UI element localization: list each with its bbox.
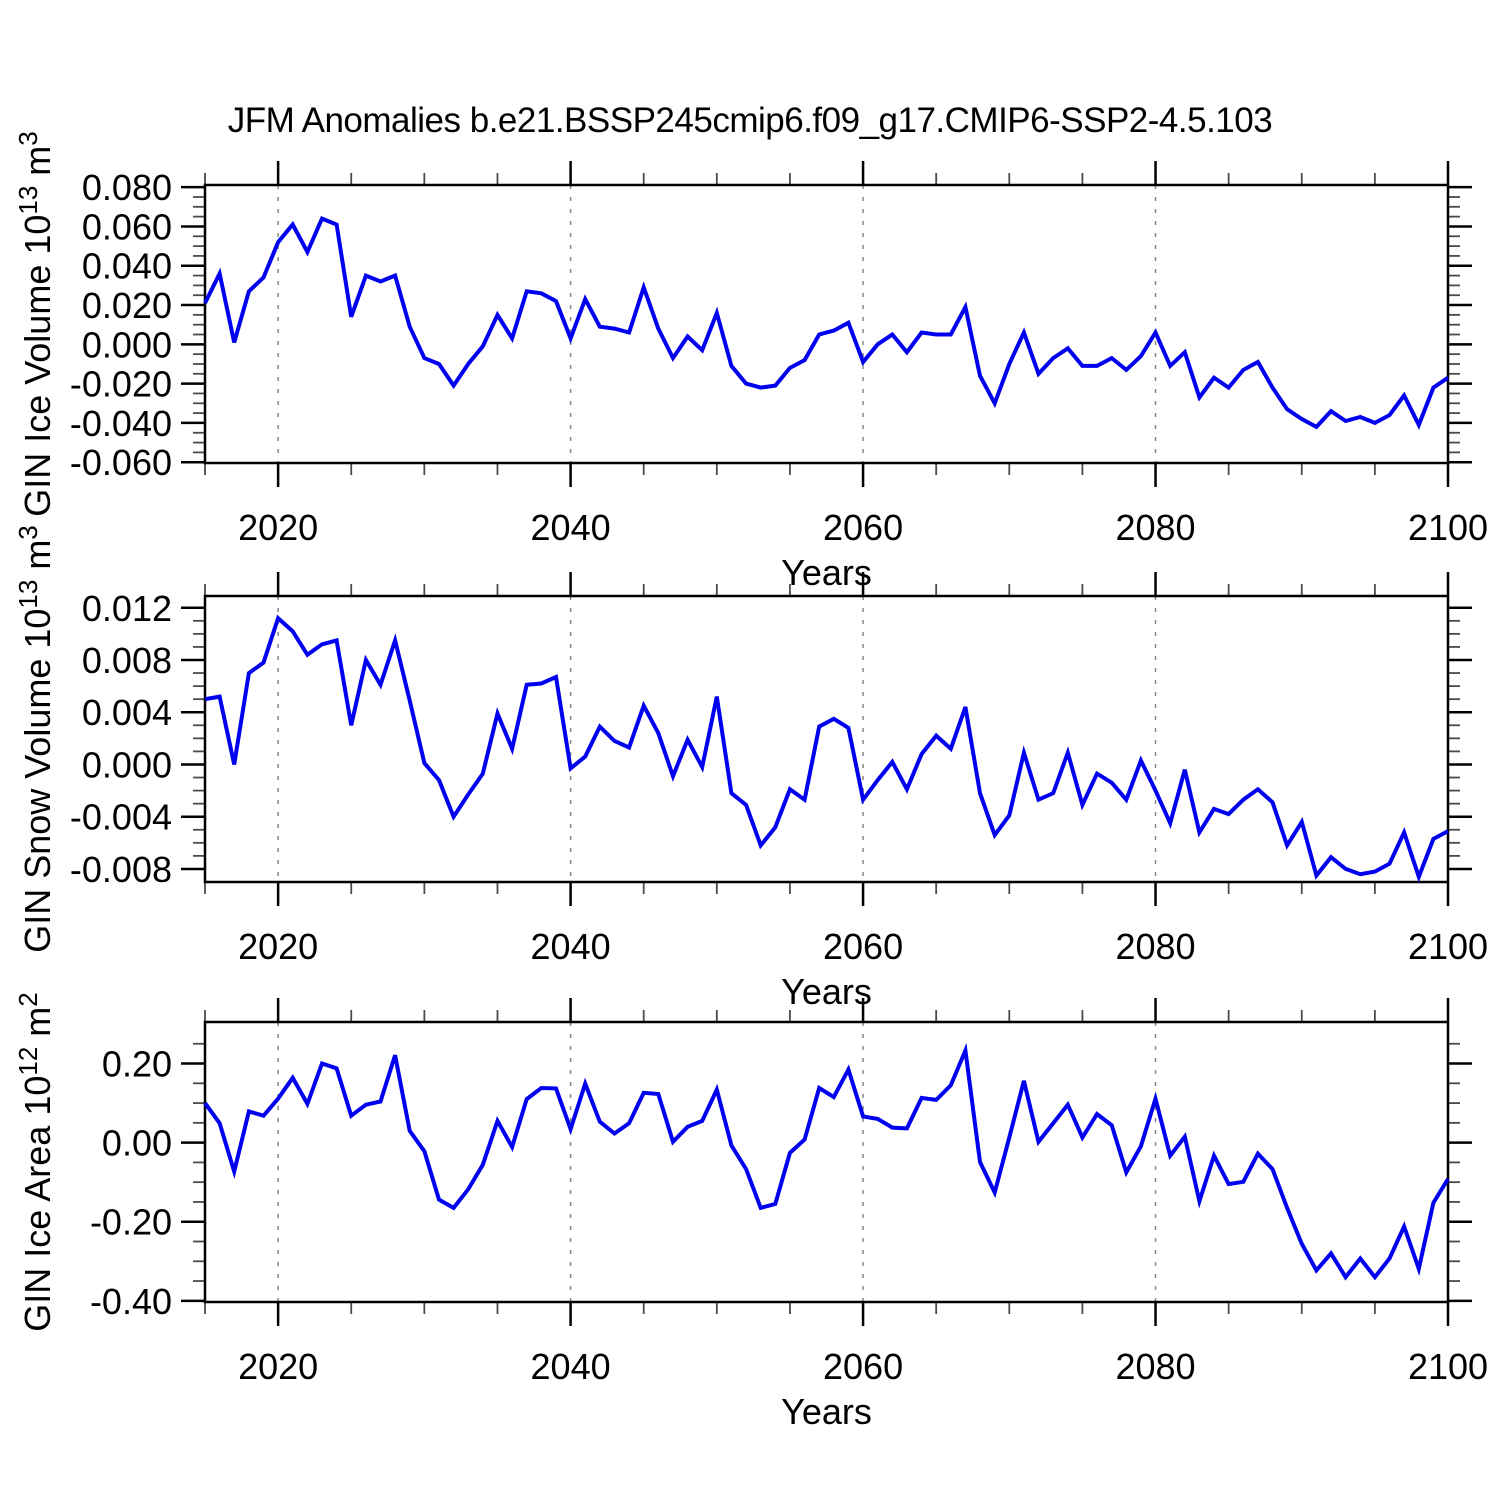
x-tick-label: 2020 — [238, 1346, 318, 1387]
y-tick-label: -0.020 — [70, 364, 172, 405]
x-tick-label: 2060 — [823, 926, 903, 967]
gridlines — [277, 185, 1157, 463]
panel-gin-ice-volume: 0.0800.0600.0400.0200.000-0.020-0.040-0.… — [13, 131, 1488, 593]
x-tick-labels: 2020 2040 2060 2080 2100 — [238, 507, 1488, 548]
y-tick-label: 0.012 — [82, 588, 172, 629]
plot-frame — [203, 1020, 1450, 1304]
y-tick-label: 0.020 — [82, 285, 172, 326]
x-tick-label: 2080 — [1115, 1346, 1195, 1387]
x-tick-label: 2060 — [823, 507, 903, 548]
y-tick-label: -0.060 — [70, 442, 172, 483]
y-tick-label: 0.00 — [102, 1123, 172, 1164]
y-tick-labels: 0.20 0.00 -0.20 -0.40 — [90, 1044, 172, 1322]
y-tick-label: 0.000 — [82, 744, 172, 785]
x-tick-labels: 2020 2040 2060 2080 2100 — [238, 1346, 1488, 1387]
plot-frame — [203, 183, 1450, 465]
x-tick-labels: 2020 2040 2060 2080 2100 — [238, 926, 1488, 967]
y-tick-labels: 0.012 0.008 0.004 0.000 -0.004 -0.008 — [70, 588, 172, 890]
y-tick-label: -0.040 — [70, 403, 172, 444]
x-tick-label: 2040 — [531, 926, 611, 967]
data-line-gin-ice-area — [203, 1042, 1450, 1281]
plot-frame — [203, 594, 1450, 884]
x-axis-title: Years — [781, 971, 872, 1012]
y-tick-label: 0.000 — [82, 324, 172, 365]
gridlines — [277, 1022, 1157, 1302]
x-axis-ticks — [204, 998, 1450, 1326]
y-tick-label: -0.008 — [70, 849, 172, 890]
x-tick-label: 2040 — [531, 1346, 611, 1387]
y-axis-ticks — [181, 606, 1472, 871]
panel-gin-snow-volume: 0.012 0.008 0.004 0.000 -0.004 -0.008 2020 2040… — [13, 525, 1488, 1012]
y-tick-label: -0.40 — [90, 1281, 172, 1322]
y-tick-labels: 0.0800.0600.0400.0200.000-0.020-0.040-0.… — [70, 167, 172, 483]
x-tick-label: 2080 — [1115, 507, 1195, 548]
panel-gin-ice-area: 0.20 0.00 -0.20 -0.40 2020 2040 2060 2080 2100 Ye… — [13, 992, 1488, 1432]
x-tick-label: 2100 — [1408, 507, 1488, 548]
y-axis-title: GIN Ice Volume 1013​ m3​ — [13, 131, 58, 517]
x-tick-label: 2020 — [238, 926, 318, 967]
x-axis-ticks — [204, 572, 1450, 906]
x-tick-label: 2040 — [531, 507, 611, 548]
data-line-gin-snow-volume — [204, 614, 1449, 883]
y-tick-label: 0.20 — [102, 1044, 172, 1085]
x-tick-label: 2100 — [1408, 926, 1488, 967]
gridlines — [277, 596, 1157, 882]
y-tick-label: -0.004 — [70, 797, 172, 838]
y-axis-ticks — [181, 185, 1472, 464]
x-axis-title: Years — [781, 552, 872, 593]
x-tick-label: 2100 — [1408, 1346, 1488, 1387]
y-axis-title: GIN Snow Volume 1013​ m3​ — [13, 525, 58, 953]
chart-title: JFM Anomalies b.e21.BSSP245cmip6.f09_g17… — [227, 101, 1273, 140]
x-tick-label: 2060 — [823, 1346, 903, 1387]
y-tick-label: 0.060 — [82, 206, 172, 247]
y-axis-title: GIN Ice Area 1012​ m2​ — [13, 992, 58, 1332]
y-tick-label: -0.20 — [90, 1202, 172, 1243]
x-tick-label: 2080 — [1115, 926, 1195, 967]
x-axis-ticks — [204, 161, 1450, 487]
x-axis-title: Years — [781, 1391, 872, 1432]
y-tick-label: 0.080 — [82, 167, 172, 208]
y-tick-label: 0.004 — [82, 692, 172, 733]
y-axis-ticks — [181, 1042, 1472, 1303]
y-tick-label: 0.008 — [82, 640, 172, 681]
y-tick-label: 0.040 — [82, 246, 172, 287]
x-tick-label: 2020 — [238, 507, 318, 548]
data-line-gin-ice-volume — [203, 216, 1450, 430]
